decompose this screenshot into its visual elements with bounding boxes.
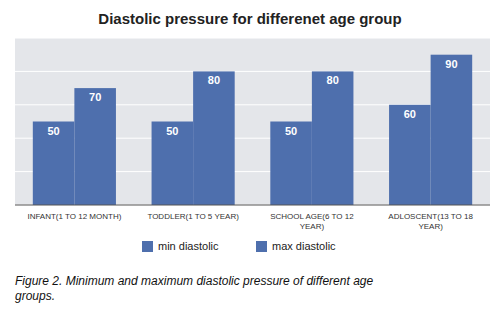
grid-line: [15, 38, 490, 39]
data-label: 50: [166, 125, 178, 137]
bar: [193, 71, 235, 205]
legend-label: max diastolic: [272, 240, 336, 252]
data-label: 80: [208, 74, 220, 86]
chart: Diastolic pressure for differenet age gr…: [0, 0, 500, 335]
bar: [74, 88, 116, 205]
legend-swatch: [142, 241, 153, 252]
data-label: 60: [404, 108, 416, 120]
bar: [389, 105, 431, 205]
plot-background: [15, 38, 490, 205]
data-label: 90: [445, 58, 457, 70]
data-label: 50: [47, 125, 59, 137]
bar: [312, 71, 354, 205]
x-axis: [15, 205, 490, 206]
legend: min diastolic max diastolic: [142, 240, 336, 252]
grid-line: [15, 71, 490, 72]
data-labels: 50 50 50 60 70 80 80 90: [47, 58, 457, 137]
x-tick-label: SCHOOL AGE(6 TO 12YEAR): [270, 212, 354, 231]
bars: [33, 55, 472, 205]
bar: [152, 122, 194, 206]
bar: [270, 122, 312, 206]
data-label: 50: [285, 125, 297, 137]
bar: [431, 55, 473, 205]
grid-line: [15, 205, 490, 206]
data-label: 80: [327, 74, 339, 86]
bar: [33, 122, 75, 206]
x-tick-label: ADLOSCENT(13 TO 18YEAR): [388, 212, 473, 231]
legend-label: min diastolic: [158, 240, 219, 252]
x-tick-label: TODDLER(1 TO 5 YEAR): [147, 212, 239, 221]
x-tick-label: INFANT(1 TO 12 MONTH): [27, 212, 121, 221]
title: Diastolic pressure for differenet age gr…: [98, 10, 401, 27]
data-label: 70: [89, 91, 101, 103]
legend-swatch: [256, 241, 267, 252]
caption: Figure 2. Minimum and maximum diastolic …: [15, 274, 373, 303]
